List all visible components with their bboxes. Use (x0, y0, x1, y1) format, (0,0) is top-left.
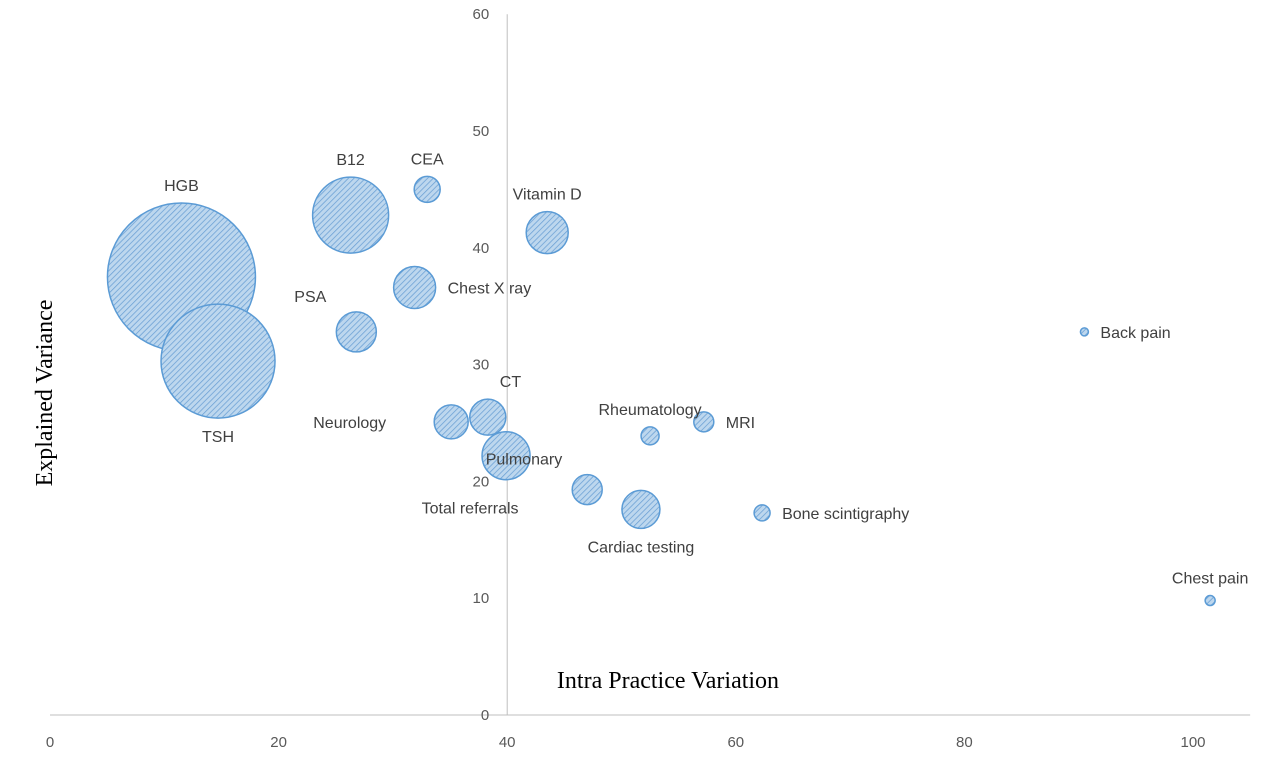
bubble-rheumatology (640, 426, 660, 446)
y-tick-label: 40 (473, 240, 490, 257)
bubble-label: Bone scintigraphy (782, 506, 909, 523)
x-tick-label: 20 (270, 734, 287, 751)
bubble-label: MRI (726, 415, 755, 432)
bubble-label: PSA (294, 289, 326, 306)
bubbles (106, 175, 1216, 607)
bubble-total-referrals (481, 430, 531, 481)
bubble-label: Total referrals (422, 501, 519, 518)
bubble-mri (693, 411, 715, 433)
x-tick-label: 40 (499, 734, 516, 751)
bubble-tsh (160, 303, 276, 419)
bubble-cea (413, 175, 441, 204)
y-axis-title: Explained Variance (32, 300, 58, 487)
bubble-labels: HGB TSH B12 CEA Vitamin D Chest X ray PSA Neuro… (164, 151, 1248, 587)
bubble-psa (335, 311, 378, 353)
bubble-b12 (311, 176, 390, 254)
bubble-label: Chest X ray (448, 281, 532, 298)
x-tick-label: 0 (46, 734, 54, 751)
bubble-vitamin-d (525, 210, 569, 255)
bubble-pulmonary (571, 473, 603, 506)
bubble-label: Vitamin D (513, 187, 582, 204)
x-tick-label: 60 (727, 734, 744, 751)
y-tick-label: 20 (473, 473, 490, 490)
y-tick-label: 60 (473, 6, 490, 23)
bubble-label: Cardiac testing (588, 539, 695, 556)
bubble-back-pain (1079, 327, 1090, 337)
bubble-chest-x-ray (392, 265, 437, 310)
x-tick-label: 100 (1180, 734, 1205, 751)
y-tick-label: 10 (473, 590, 490, 607)
bubble-chest-pain (1204, 594, 1216, 607)
bubble-label: B12 (336, 152, 365, 169)
bubble-label: Neurology (313, 415, 386, 432)
bubble-neurology (433, 404, 469, 440)
bubble-label: CEA (411, 151, 444, 168)
axes: 0 20 40 60 80 100 0 10 20 30 40 50 60 (46, 6, 1251, 751)
x-axis-title: Intra Practice Variation (557, 668, 779, 694)
bubble-label: Rheumatology (598, 402, 701, 419)
y-tick-label: 50 (473, 123, 490, 140)
bubble-bone-scintigraphy (753, 504, 771, 522)
x-tick-label: 80 (956, 734, 973, 751)
y-tick-label: 0 (481, 707, 489, 724)
bubble-label: Pulmonary (486, 452, 562, 469)
bubble-cardiac-testing (621, 489, 661, 530)
bubble-label: TSH (202, 429, 234, 446)
bubble-label: CT (500, 374, 522, 391)
bubble-label: Back pain (1100, 325, 1170, 342)
bubble-ct (469, 398, 507, 436)
bubble-label: HGB (164, 178, 199, 195)
y-tick-label: 30 (473, 357, 490, 374)
bubble-label: Chest pain (1172, 571, 1249, 588)
